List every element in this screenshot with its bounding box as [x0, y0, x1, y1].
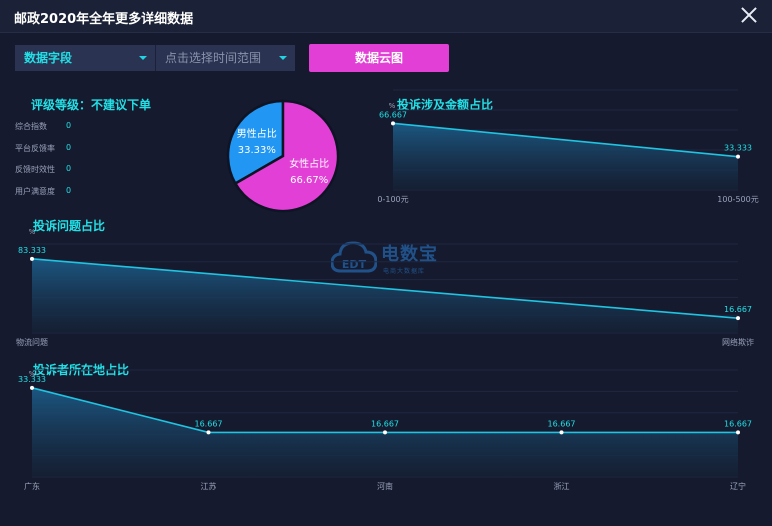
pie-slice-label: 男性占比 — [237, 127, 277, 140]
metric-label: 平台反馈率 — [15, 143, 55, 153]
area-fill — [393, 123, 738, 190]
data-label: 33.333 — [724, 144, 752, 153]
metric-label: 反馈时效性 — [15, 165, 55, 174]
series-line — [31, 258, 739, 319]
data-label: 33.333 — [18, 375, 46, 384]
time-range-select[interactable]: 点击选择时间范围 — [155, 45, 295, 71]
pie-slice-label: 女性占比 — [289, 157, 329, 170]
y-unit-label: % — [29, 370, 36, 378]
window-title: 邮政2020年全年更多详细数据 — [14, 12, 194, 27]
metric-value: 0 — [66, 164, 72, 173]
data-point — [559, 430, 564, 435]
metric-row: 平台反馈率 0 — [15, 143, 71, 154]
metric-label: 综合指数 — [15, 122, 47, 131]
metric-value: 0 — [66, 121, 72, 130]
chevron-down-icon — [139, 56, 147, 60]
x-tick-label: 江苏 — [201, 481, 217, 491]
time-range-placeholder: 点击选择时间范围 — [165, 51, 262, 65]
metric-row: 反馈时效性 0 — [15, 164, 71, 175]
pie-slice-value: 66.67% — [290, 175, 328, 186]
data-label: 83.333 — [18, 246, 46, 255]
amount-chart-title: 投诉涉及金额占比 — [397, 98, 494, 112]
y-unit-label: % — [29, 228, 36, 236]
x-tick-label: 河南 — [377, 481, 393, 491]
data-point — [30, 385, 34, 390]
data-label: 16.667 — [724, 419, 752, 428]
y-unit-label: % — [389, 102, 396, 110]
pie-slice-value: 33.33% — [238, 145, 276, 156]
metric-row: 综合指数 0 — [15, 121, 71, 132]
x-tick-label: 浙江 — [554, 481, 570, 491]
data-point — [736, 316, 740, 321]
x-tick-label: 网络欺诈 — [722, 337, 754, 347]
data-field-select[interactable]: 数据字段 — [15, 45, 155, 71]
data-point — [391, 121, 395, 126]
data-point — [206, 430, 211, 435]
data-label: 16.667 — [195, 419, 223, 428]
x-tick-label: 0-100元 — [377, 195, 408, 204]
watermark-letters: EDT — [342, 258, 367, 271]
data-label: 16.667 — [724, 305, 752, 314]
issue-chart-title: 投诉问题占比 — [33, 219, 106, 233]
metric-value: 0 — [66, 185, 72, 195]
title-bar: 邮政2020年全年更多详细数据 — [0, 0, 772, 33]
metric-label: 用户满意度 — [15, 186, 55, 196]
data-point — [383, 430, 387, 435]
data-cloud-button[interactable]: 数据云图 — [309, 44, 449, 72]
data-point — [736, 430, 740, 435]
series-line — [392, 122, 739, 158]
data-point — [30, 256, 34, 261]
area-fill — [32, 258, 738, 333]
metric-value: 0 — [66, 142, 72, 152]
x-tick-label: 辽宁 — [730, 481, 746, 491]
rating-heading: 评级等级：不建议下单 — [31, 98, 152, 112]
data-point — [736, 154, 740, 159]
watermark-subtext: 电商大数据库 — [383, 268, 426, 275]
watermark-text: 电数宝 — [381, 244, 438, 265]
x-tick-label: 100-500元 — [717, 195, 758, 204]
pie-slice — [233, 99, 340, 213]
data-label: 66.667 — [379, 110, 407, 119]
metric-row: 用户满意度 0 — [15, 186, 71, 197]
x-tick-label: 物流问题 — [16, 337, 48, 347]
chevron-down-icon — [279, 56, 287, 60]
data-label: 16.667 — [371, 419, 399, 428]
data-label: 16.667 — [548, 419, 576, 428]
data-field-select-value: 数据字段 — [24, 51, 73, 65]
x-tick-label: 广东 — [24, 481, 40, 491]
